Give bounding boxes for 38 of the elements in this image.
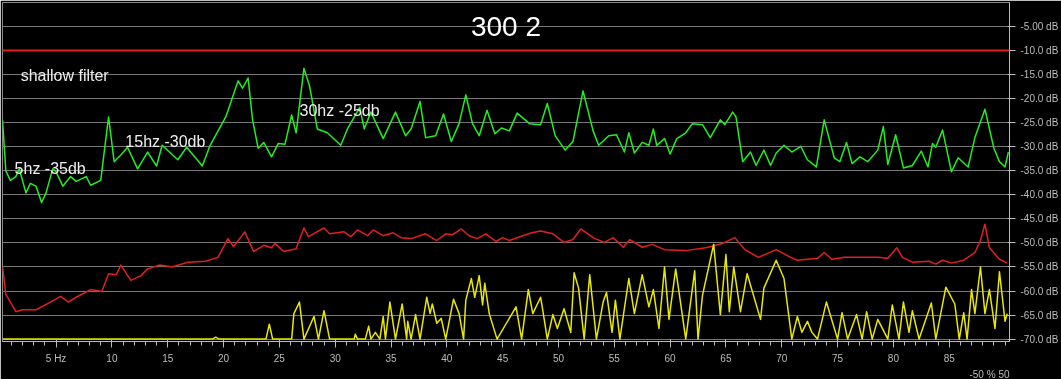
- y-tick-label: -30.0 dB: [1020, 141, 1059, 153]
- x-tick-label: 50: [552, 352, 565, 364]
- x-tick-label: 45: [497, 352, 509, 364]
- x-tick-label: 35: [385, 352, 398, 364]
- y-tick-label: -50.0 dB: [1020, 237, 1059, 249]
- annotation: 15hz -30db: [125, 132, 206, 150]
- chart-title: 300 2: [470, 10, 542, 42]
- annotation: 5hz -35db: [14, 160, 86, 178]
- x-tick-label: 25: [273, 352, 286, 364]
- x-tick-label: 10: [106, 352, 118, 364]
- line-series: [2, 223, 1009, 313]
- y-tick-label: -15.0 dB: [1020, 69, 1059, 81]
- x-tick-label: 15: [162, 352, 174, 364]
- y-tick-label: -40.0 dB: [1020, 189, 1059, 201]
- y-tick-label: -65.0 dB: [1020, 309, 1059, 321]
- y-tick-label: -45.0 dB: [1020, 213, 1059, 225]
- y-tick-label: -35.0 dB: [1020, 165, 1059, 177]
- x-tick-label: 5 Hz: [45, 352, 67, 364]
- y-tick-label: -60.0 dB: [1020, 285, 1059, 297]
- text: -50 % 50: [969, 368, 1010, 379]
- x-tick-label: 65: [720, 352, 732, 364]
- x-tick-label: 55: [608, 352, 621, 364]
- y-tick-label: -10.0 dB: [1020, 45, 1059, 57]
- y-tick-label: -25.0 dB: [1020, 117, 1059, 129]
- x-tick-label: 40: [441, 352, 453, 364]
- x-tick-label: 20: [217, 352, 230, 364]
- x-tick-label: 60: [664, 352, 677, 364]
- x-tick-label: 30: [329, 352, 342, 364]
- y-tick-label: -5.00 dB: [1020, 21, 1059, 33]
- annotation: shallow filter: [20, 67, 110, 85]
- y-tick-label: -70.0 dB: [1020, 333, 1059, 345]
- y-tick-label: -55.0 dB: [1020, 261, 1059, 273]
- line-series: [2, 67, 1010, 204]
- x-tick-label: 80: [887, 352, 900, 364]
- x-tick-label: 75: [832, 352, 844, 364]
- x-tick-label: 85: [943, 352, 956, 364]
- x-tick-label: 70: [776, 352, 788, 364]
- y-tick-label: -20.0 dB: [1020, 93, 1059, 105]
